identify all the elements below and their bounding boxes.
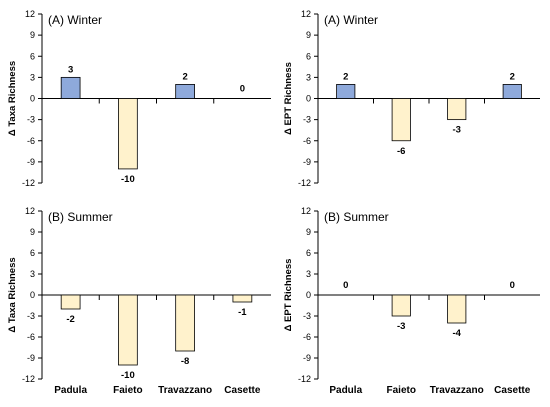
y-tick-label: 3 xyxy=(30,72,35,82)
data-label: -1 xyxy=(238,307,247,318)
bar-travazzano xyxy=(175,294,195,352)
y-tick-label: -9 xyxy=(27,157,35,167)
y-tick-label: 3 xyxy=(30,269,35,279)
bar-casette xyxy=(502,84,522,99)
bar-faieto xyxy=(118,294,138,366)
data-label: 0 xyxy=(343,280,348,291)
data-label: 2 xyxy=(510,71,515,82)
bar-travazzano xyxy=(447,98,467,121)
y-tick-label: -3 xyxy=(27,115,35,125)
y-tick-label: 6 xyxy=(30,248,35,258)
x-category-label: Travazzano xyxy=(430,385,484,396)
y-tick-label: 12 xyxy=(301,206,311,216)
y-tick-label: 12 xyxy=(301,9,311,19)
y-tick-label: 9 xyxy=(30,227,35,237)
x-category-label: Padula xyxy=(329,385,362,396)
data-label: -10 xyxy=(121,174,135,185)
y-tick-label: -6 xyxy=(303,136,311,146)
data-label: 2 xyxy=(343,71,348,82)
x-category-label: Faieto xyxy=(113,385,142,396)
y-tick-label: 0 xyxy=(306,94,311,104)
data-label: -3 xyxy=(453,125,461,136)
y-tick-label: -9 xyxy=(27,353,35,363)
data-label: -8 xyxy=(181,356,189,367)
y-tick-label: -3 xyxy=(27,311,35,321)
y-axis-label: Δ EPT Richness xyxy=(283,62,294,135)
x-category-label: Padula xyxy=(54,385,87,396)
data-label: -6 xyxy=(397,146,405,157)
data-label: 0 xyxy=(240,84,245,95)
data-label: -10 xyxy=(121,370,135,381)
bar-travazzano xyxy=(175,84,195,99)
chart-title: (A) Winter xyxy=(48,13,102,27)
y-tick-label: 0 xyxy=(30,94,35,104)
bar-casette xyxy=(232,294,253,303)
y-tick-label: -12 xyxy=(298,178,311,188)
bar-faieto xyxy=(391,294,411,317)
data-label: 3 xyxy=(68,64,73,75)
y-tick-label: -6 xyxy=(27,136,35,146)
y-tick-label: 6 xyxy=(306,51,311,61)
y-tick-label: 9 xyxy=(306,30,311,40)
chart-title: (B) Summer xyxy=(324,210,389,224)
chart-panel-2: 12 9 6 3 0 -3 -6 -9 -12 2 -6 -3 2 (A) Winter Δ EPT Ric… xyxy=(283,9,540,188)
y-tick-label: 0 xyxy=(30,290,35,300)
chart-title: (B) Summer xyxy=(48,210,113,224)
y-tick-label: -12 xyxy=(298,374,311,384)
y-tick-label: 12 xyxy=(25,206,35,216)
y-axis-label: Δ Taxa Richness xyxy=(7,61,18,136)
y-tick-label: 12 xyxy=(25,9,35,19)
chart-panel-1: 12 9 6 3 0 -3 -6 -9 -12 3 -10 2 0 (A) Winter Δ Taxa Ri… xyxy=(7,9,271,188)
x-category-label: Casette xyxy=(494,385,531,396)
bar-padula xyxy=(60,76,81,99)
data-label: -3 xyxy=(397,321,405,332)
y-tick-label: 0 xyxy=(306,290,311,300)
y-tick-label: 9 xyxy=(306,227,311,237)
y-tick-label: 6 xyxy=(306,248,311,258)
chart-panel-3: 12 9 6 3 0 -3 -6 -9 -12 -2 -10 -8 -1 (B) Summer Δ Taxa… xyxy=(7,206,271,396)
y-tick-label: -12 xyxy=(22,178,35,188)
y-axis-label: Δ Taxa Richness xyxy=(7,257,18,332)
y-tick-label: -12 xyxy=(22,374,35,384)
x-category-label: Faieto xyxy=(387,385,416,396)
y-tick-label: 3 xyxy=(306,269,311,279)
y-tick-label: -3 xyxy=(303,311,311,321)
bar-faieto xyxy=(118,98,138,170)
bar-travazzano xyxy=(447,294,467,324)
y-tick-label: -6 xyxy=(303,332,311,342)
y-axis-label: Δ EPT Richness xyxy=(283,259,294,332)
y-tick-label: -3 xyxy=(303,115,311,125)
y-tick-label: 9 xyxy=(30,30,35,40)
data-label: 0 xyxy=(510,280,515,291)
x-category-label: Travazzano xyxy=(158,385,212,396)
y-tick-label: 3 xyxy=(306,72,311,82)
chart-panel-4: 12 9 6 3 0 -3 -6 -9 -12 0 -3 -4 0 (B) Summer Δ EPT Ric… xyxy=(283,206,540,396)
bar-padula xyxy=(336,84,356,99)
data-label: -2 xyxy=(66,314,74,325)
bar-faieto xyxy=(391,98,411,142)
y-tick-label: -6 xyxy=(27,332,35,342)
chart-title: (A) Winter xyxy=(324,13,378,27)
y-tick-label: 6 xyxy=(30,51,35,61)
bar-padula xyxy=(60,294,81,310)
y-tick-label: -9 xyxy=(303,353,311,363)
x-category-label: Casette xyxy=(224,385,261,396)
data-label: -4 xyxy=(453,328,462,339)
y-tick-label: -9 xyxy=(303,157,311,167)
data-label: 2 xyxy=(182,71,187,82)
